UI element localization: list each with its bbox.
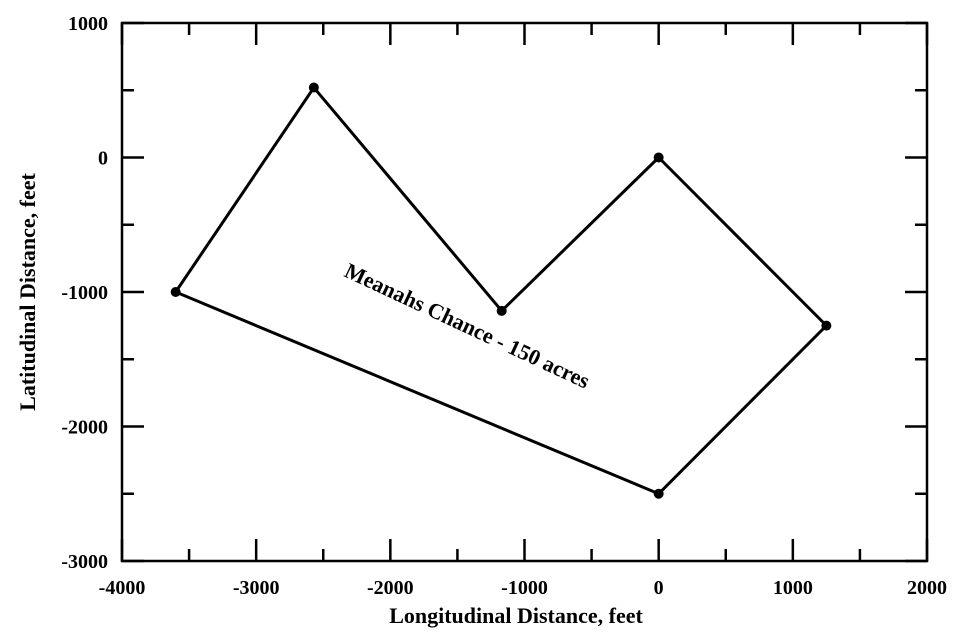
- x-tick-label: 0: [654, 577, 664, 599]
- x-tick-label: -4000: [99, 577, 146, 599]
- vertex-point: [496, 305, 507, 316]
- x-tick-label: -3000: [233, 577, 280, 599]
- vertex-point: [821, 320, 832, 331]
- vertex-point: [653, 152, 664, 163]
- x-tick-labels: -4000 -3000 -2000 -1000 0 1000 2000: [99, 577, 947, 599]
- x-tick-label: 1000: [773, 577, 813, 599]
- y-axis-title: Latitudinal Distance, feet: [15, 172, 40, 410]
- parcel-annotation: Meanahs Chance - 150 acres: [341, 258, 594, 394]
- plot-frame: [120, 21, 929, 563]
- vertex-point: [170, 287, 181, 297]
- series-layer: [170, 82, 832, 499]
- x-tick-label: 2000: [907, 577, 947, 599]
- x-tick-label: -1000: [501, 577, 548, 599]
- x-axis-title: Longitudinal Distance, feet: [389, 603, 643, 628]
- axis-ticks: [120, 21, 929, 563]
- y-tick-label: 1000: [68, 13, 108, 35]
- vertex-point: [308, 82, 319, 93]
- parcel-boundary-line: [173, 85, 829, 496]
- x-tick-label: -2000: [367, 577, 414, 599]
- y-tick-labels: -3000 -2000 -1000 0 1000: [61, 13, 108, 573]
- y-tick-label: -2000: [61, 417, 108, 439]
- vertex-point: [653, 488, 664, 499]
- y-tick-label: 0: [98, 148, 108, 170]
- y-tick-label: -3000: [61, 551, 108, 573]
- y-tick-label: -1000: [61, 282, 108, 304]
